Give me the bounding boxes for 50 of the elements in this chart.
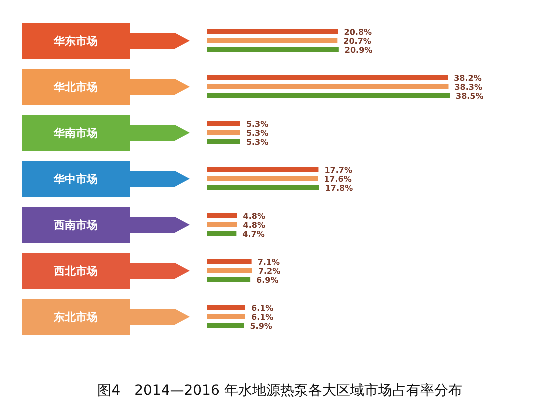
data-label: 4.8% [243,212,266,221]
bar [207,84,449,90]
y-tick-label: 华北市场 [53,81,98,94]
bar [207,324,244,328]
bar [207,306,246,310]
data-label: 20.7% [344,37,372,46]
y-tick-label: 华南市场 [53,127,98,140]
y-tick-label: 华东市场 [53,35,98,48]
bar [207,232,237,236]
data-label: 20.8% [344,28,372,37]
data-label: 6.1% [252,313,274,322]
data-label: 38.2% [454,74,482,83]
data-label: 5.3% [246,120,269,129]
bar [207,268,252,274]
y-tick-label: 西北市场 [53,265,98,278]
bar [207,122,240,126]
y-tick-label: 华中市场 [53,173,98,186]
data-label: 6.1% [252,304,274,313]
bar [207,76,448,80]
data-label: 7.2% [258,267,281,276]
bar [207,186,320,190]
y-tick-label: 西南市场 [53,219,98,232]
bar [207,214,238,218]
data-label: 5.9% [250,322,272,331]
bar [207,130,240,136]
data-label: 4.8% [243,221,266,230]
data-label: 17.8% [325,184,354,193]
bar [207,222,238,228]
bar [207,48,339,52]
data-label: 17.6% [324,175,352,184]
data-label: 38.3% [454,83,483,92]
bar [207,168,319,172]
data-label: 4.7% [242,230,265,239]
bar [207,278,251,282]
bar [207,38,338,44]
bar [207,30,338,34]
bar [207,140,240,144]
data-label: 6.9% [256,276,279,285]
data-label: 20.9% [344,46,373,55]
bar [207,94,450,98]
data-label: 17.7% [324,166,352,175]
bar [207,260,252,264]
data-label: 38.5% [456,92,484,101]
y-tick-label: 东北市场 [53,311,98,324]
bar [207,176,318,182]
data-label: 5.3% [246,138,269,147]
data-label: 7.1% [258,258,280,267]
text: 图4 2014—2016 年水地源热泵各大区域市场占有率分布 [98,383,462,399]
data-label: 5.3% [246,129,269,138]
bar [207,314,246,320]
